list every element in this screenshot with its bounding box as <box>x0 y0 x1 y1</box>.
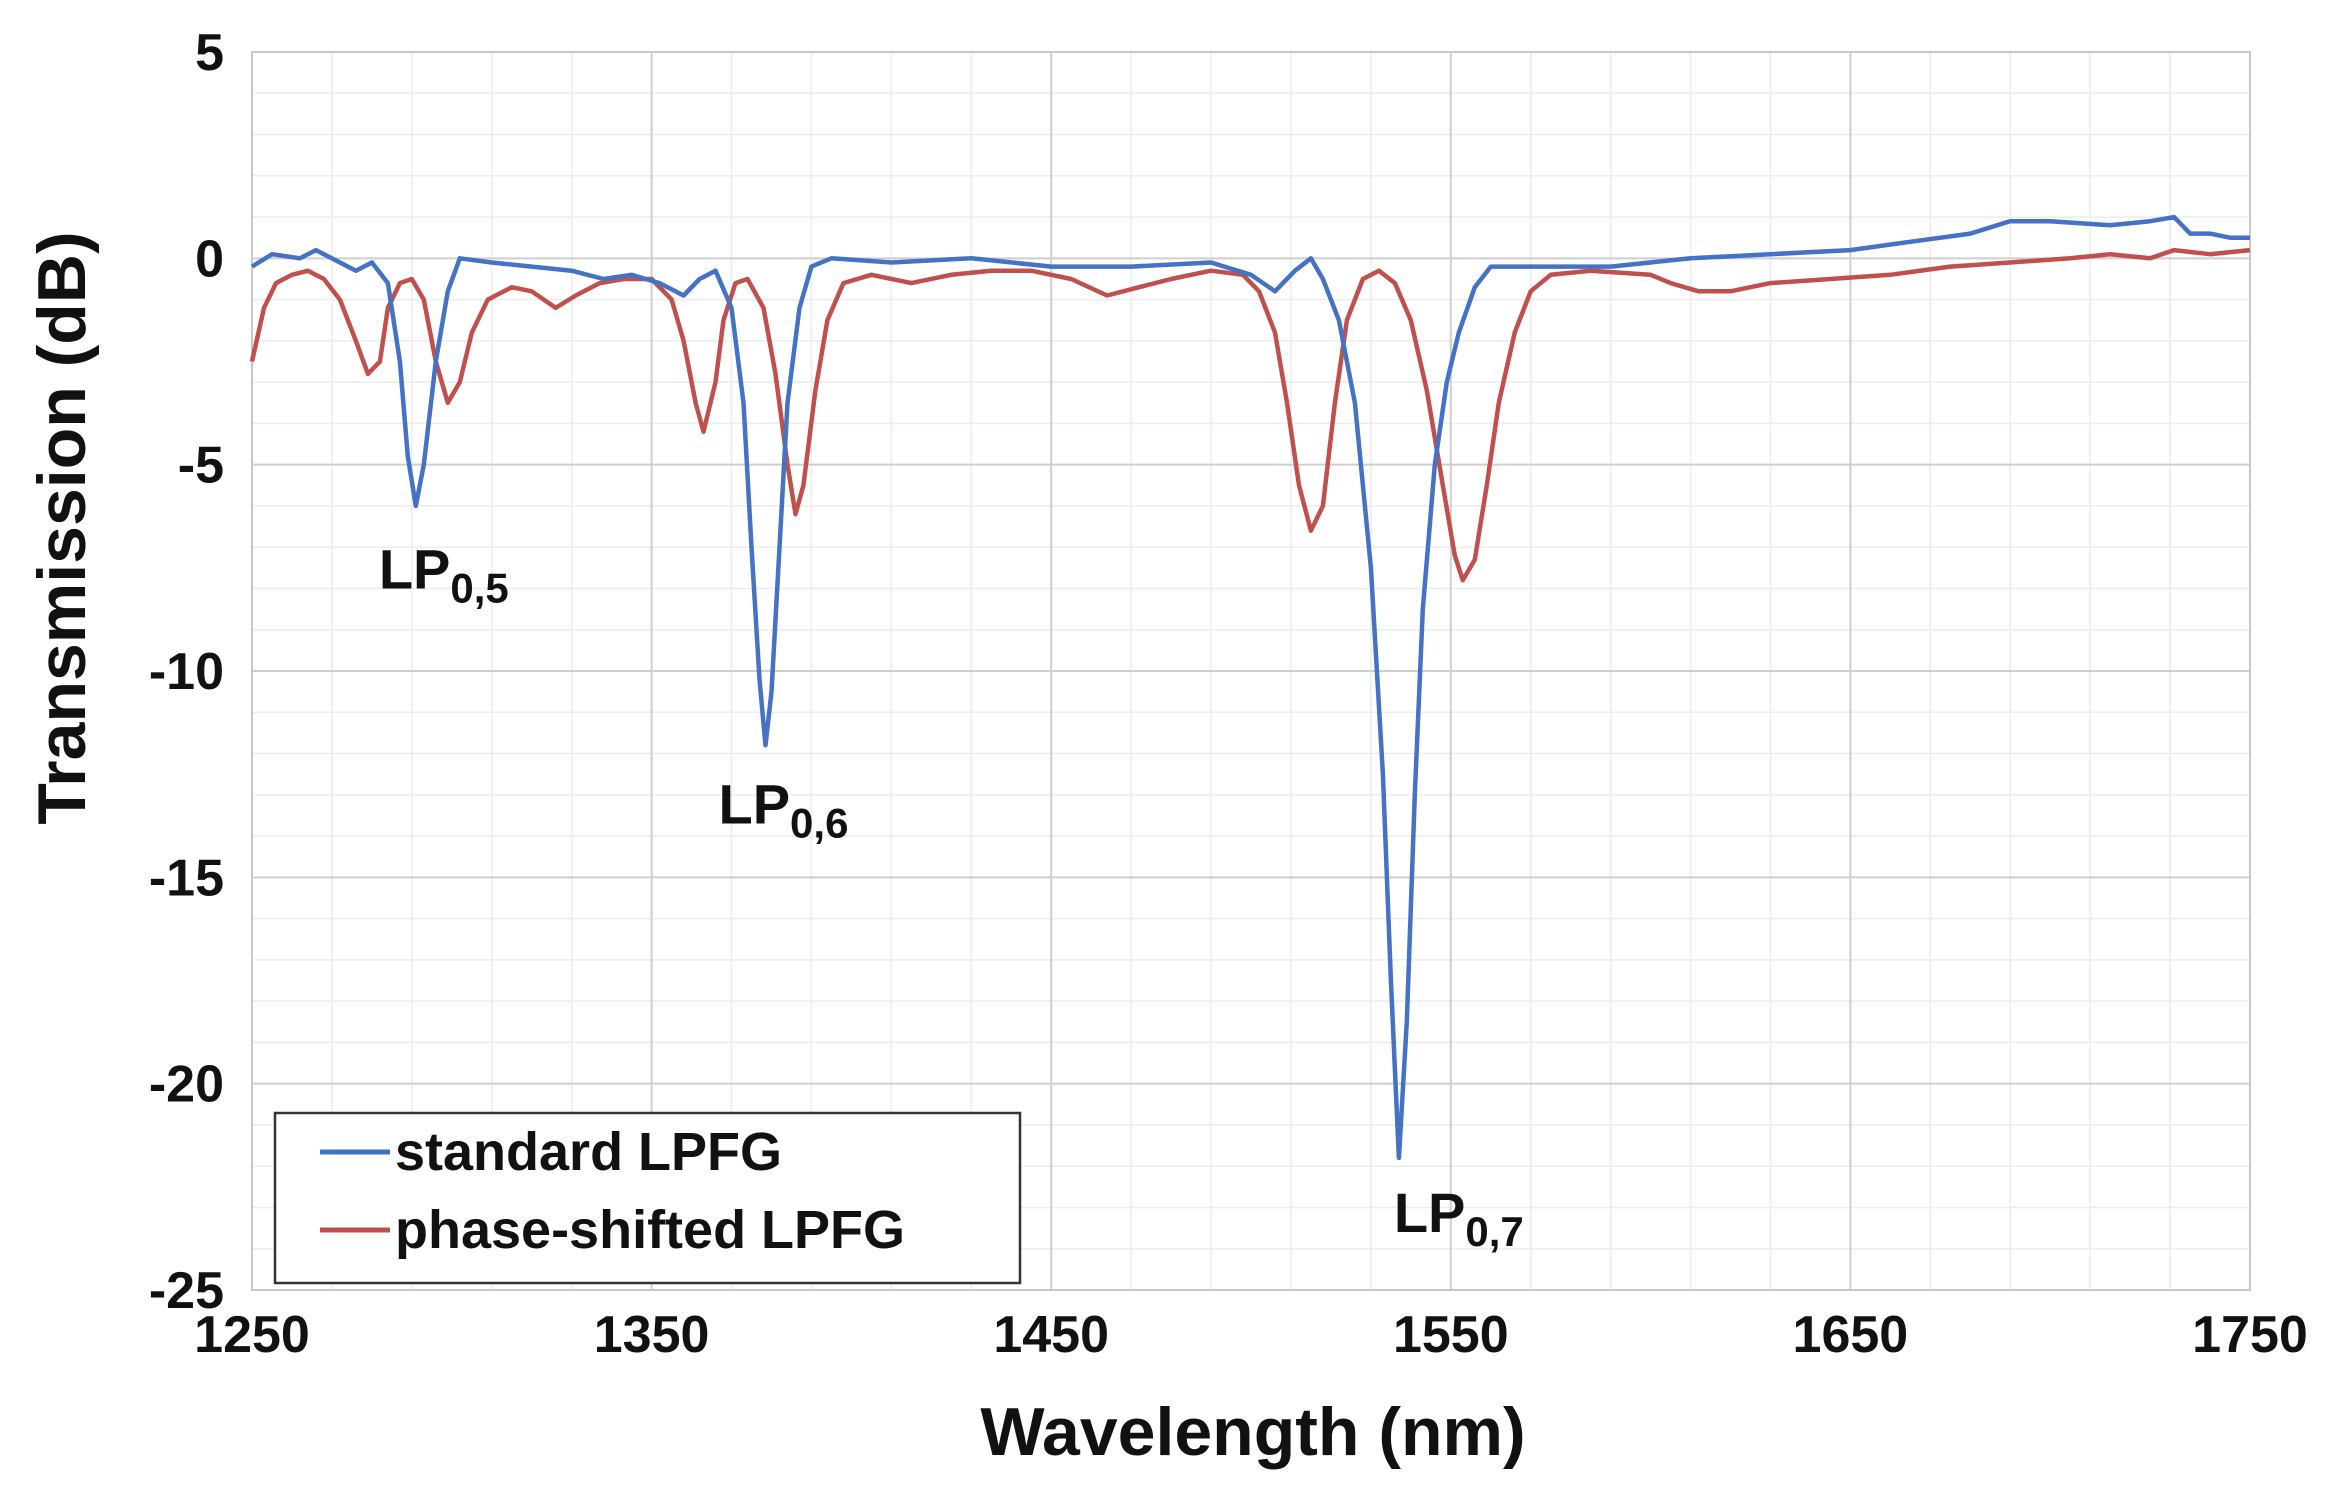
y-tick-label: -20 <box>149 1056 224 1114</box>
y-tick-label: -10 <box>149 643 224 701</box>
x-tick-label: 1250 <box>194 1306 310 1364</box>
x-tick-label: 1450 <box>993 1306 1109 1364</box>
legend: standard LPFG phase-shifted LPFG <box>273 1111 1022 1285</box>
x-axis-title: Wavelength (nm) <box>980 1394 1525 1470</box>
y-axis-tick-labels: 5 0 -5 -10 -15 -20 -25 <box>149 24 224 1320</box>
legend-box <box>273 1111 1022 1285</box>
x-tick-label: 1350 <box>594 1306 710 1364</box>
series-line-phase-shifted-lpfg <box>249 247 2251 583</box>
y-tick-label: -25 <box>149 1262 224 1320</box>
legend-label-phase-shifted-lpfg: phase-shifted LPFG <box>395 1200 905 1260</box>
peak-label-lp-0-6: LP0,6 <box>718 773 848 847</box>
y-axis-title: Transmission (dB) <box>24 231 100 824</box>
y-tick-label: -5 <box>178 437 224 495</box>
y-tick-label: 5 <box>195 24 224 82</box>
x-tick-label: 1550 <box>1393 1306 1509 1364</box>
x-axis-tick-labels: 1250 1350 1450 1550 1650 1750 <box>194 1306 2308 1364</box>
y-tick-label: 0 <box>195 230 224 288</box>
y-tick-label: -15 <box>149 849 224 907</box>
series-line-standard-lpfg <box>250 214 2250 1161</box>
x-tick-label: 1650 <box>1793 1306 1909 1364</box>
peak-label-lp-0-7: LP0,7 <box>1394 1181 1524 1255</box>
legend-label-standard-lpfg: standard LPFG <box>395 1122 782 1182</box>
series-layer <box>249 214 2251 1161</box>
x-tick-label: 1750 <box>2192 1306 2308 1364</box>
plot-area-frame <box>251 51 2251 1291</box>
